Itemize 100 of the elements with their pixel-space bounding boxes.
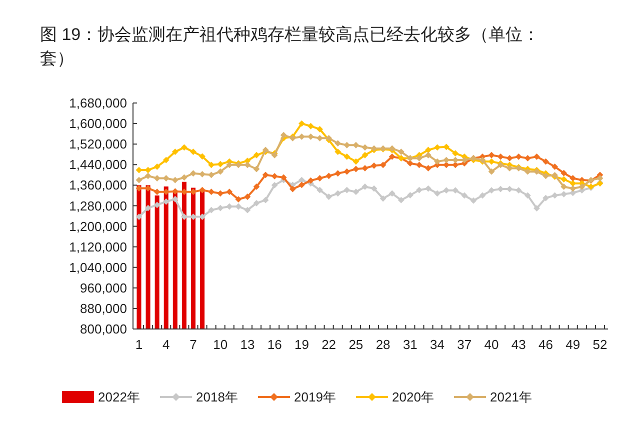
y-tick-label: 1,440,000: [69, 157, 127, 172]
point: [172, 148, 178, 155]
point: [524, 155, 531, 162]
point: [344, 168, 350, 175]
point: [362, 152, 368, 158]
x-tick-label: 4: [162, 337, 170, 352]
x-tick-label: 19: [294, 337, 309, 352]
point: [452, 187, 459, 194]
point: [406, 160, 414, 167]
point: [136, 166, 142, 174]
point: [515, 187, 522, 194]
x-tick-label: 10: [213, 337, 228, 352]
point: [244, 162, 251, 168]
x-tick-label: 43: [511, 337, 526, 352]
point: [154, 188, 160, 196]
point: [416, 162, 422, 168]
point: [388, 153, 396, 160]
y-tick-label: 1,200,000: [69, 218, 127, 234]
point: [416, 155, 422, 162]
point: [398, 196, 404, 204]
point: [253, 166, 260, 172]
point: [362, 184, 368, 190]
point: [334, 190, 342, 197]
point: [461, 156, 468, 164]
x-tick-label: 52: [592, 337, 608, 352]
point: [326, 194, 332, 200]
point: [344, 186, 350, 194]
point: [560, 190, 568, 198]
point: [208, 206, 215, 214]
point: [190, 170, 196, 177]
point: [289, 186, 296, 192]
point: [217, 204, 224, 212]
point: [416, 186, 422, 194]
point: [443, 162, 450, 168]
point: [506, 165, 513, 172]
point: [534, 205, 540, 212]
point: [334, 148, 342, 155]
point: [226, 188, 233, 196]
point: [388, 190, 396, 197]
point: [334, 140, 342, 147]
point: [380, 162, 386, 168]
x-tick-label: 7: [190, 337, 197, 352]
point: [570, 180, 576, 187]
point: [344, 142, 350, 148]
point: [162, 175, 170, 182]
y-tick-label: 960,000: [80, 280, 127, 296]
y-tick-label: 1,360,000: [69, 178, 127, 193]
point: [570, 175, 576, 182]
point: [316, 134, 323, 142]
point: [434, 144, 440, 151]
point: [154, 202, 160, 208]
point: [226, 162, 233, 168]
point: [298, 133, 305, 140]
point: [542, 172, 549, 180]
y-tick-label: 800,000: [80, 322, 127, 337]
legend-label: 2022年: [98, 390, 140, 405]
point: [434, 158, 440, 165]
point: [488, 152, 495, 158]
point: [217, 190, 224, 197]
point: [271, 182, 278, 188]
point: [308, 177, 314, 184]
point: [362, 144, 368, 151]
point: [199, 153, 206, 160]
point: [180, 188, 188, 196]
point: [398, 148, 404, 155]
x-tick-label: 16: [267, 337, 282, 352]
y-tick-label: 1,600,000: [69, 116, 127, 132]
point: [352, 188, 360, 196]
point: [488, 187, 495, 194]
x-tick-label: 25: [348, 337, 364, 352]
point: [370, 185, 378, 192]
point: [280, 132, 287, 138]
y-tick-label: 1,520,000: [69, 136, 127, 152]
point: [452, 150, 459, 157]
point: [144, 166, 152, 174]
y-tick-label: 1,280,000: [69, 198, 127, 214]
point: [370, 162, 378, 169]
point: [199, 186, 206, 194]
point: [244, 206, 251, 214]
point: [497, 153, 504, 160]
point: [316, 186, 323, 194]
point: [334, 170, 342, 177]
point: [172, 176, 178, 184]
point: [316, 126, 323, 132]
legend-label: 2020年: [392, 390, 434, 405]
point: [461, 192, 468, 199]
point: [352, 142, 360, 148]
point: [298, 182, 305, 188]
point: [162, 188, 170, 196]
point: [552, 192, 558, 199]
x-tick-label: 46: [538, 337, 553, 352]
point: [262, 172, 269, 178]
point: [217, 168, 224, 175]
point: [534, 153, 540, 160]
point: [434, 190, 440, 197]
point: [235, 203, 242, 210]
point: [208, 188, 215, 196]
point: [298, 120, 305, 127]
y-tick-label: 1,120,000: [69, 239, 127, 254]
point: [144, 204, 152, 212]
